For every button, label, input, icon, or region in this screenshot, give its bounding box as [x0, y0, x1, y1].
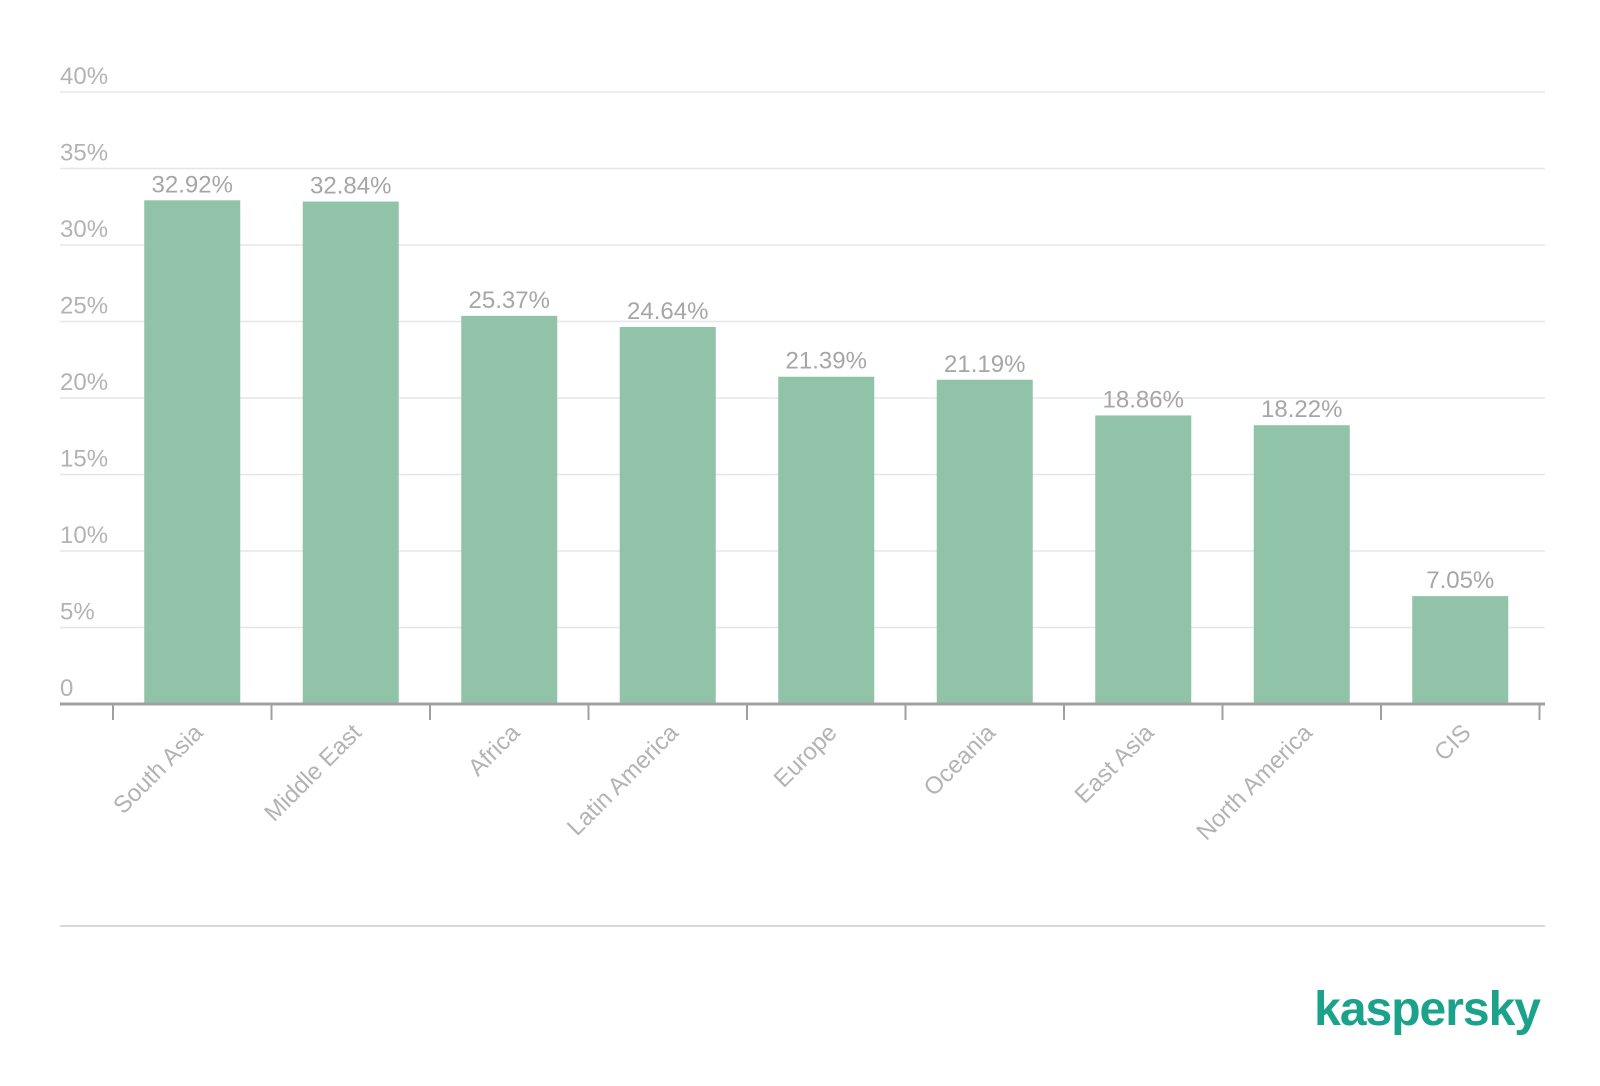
data-label: 18.22%	[1261, 396, 1342, 423]
data-label: 21.39%	[786, 348, 867, 375]
data-labels: 32.92% 32.84% 25.37% 24.64% 21.39% 21.19% 18.8…	[152, 171, 1495, 594]
category-label: CIS	[1429, 719, 1476, 766]
data-label: 25.37%	[469, 287, 550, 314]
y-tick-label: 20%	[60, 369, 108, 396]
bar	[936, 379, 1033, 704]
bar	[1253, 425, 1350, 704]
category-label: Africa	[463, 719, 526, 782]
data-label: 32.92%	[152, 171, 233, 198]
y-tick-label: 5%	[60, 599, 95, 626]
bar	[461, 315, 558, 704]
kaspersky-logo: kaspersky	[1314, 983, 1541, 1036]
category-label: Europe	[769, 719, 843, 793]
bar	[1095, 415, 1192, 704]
bar	[302, 201, 399, 704]
bar	[144, 200, 241, 704]
category-label: South Asia	[108, 719, 209, 820]
y-tick-label: 25%	[60, 293, 108, 320]
y-tick-label: 10%	[60, 522, 108, 549]
data-label: 24.64%	[627, 298, 708, 325]
y-axis-tick-labels: 0 5% 10% 15% 20% 25% 30% 35% 40%	[60, 63, 108, 702]
category-label: Middle East	[259, 719, 367, 827]
bars	[144, 200, 1509, 704]
data-label: 32.84%	[310, 173, 391, 200]
bar	[1412, 596, 1509, 704]
category-label: North America	[1191, 719, 1318, 846]
x-axis-ticks	[112, 704, 1541, 720]
data-label: 21.19%	[944, 351, 1025, 378]
y-tick-label: 0	[60, 675, 73, 702]
category-label: East Asia	[1070, 719, 1160, 809]
bar	[778, 376, 875, 704]
data-label: 18.86%	[1103, 386, 1184, 413]
data-label: 7.05%	[1426, 567, 1494, 594]
category-label: Latin America	[562, 719, 684, 841]
x-axis-category-labels: South Asia Middle East Africa Latin America…	[108, 719, 1476, 846]
y-tick-label: 30%	[60, 216, 108, 243]
category-label: Oceania	[919, 719, 1002, 802]
y-tick-label: 40%	[60, 63, 108, 90]
y-tick-label: 15%	[60, 446, 108, 473]
bar	[619, 327, 716, 704]
y-tick-label: 35%	[60, 140, 108, 167]
